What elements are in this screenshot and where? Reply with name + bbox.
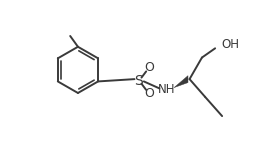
- Text: NH: NH: [158, 83, 175, 96]
- Polygon shape: [174, 76, 188, 88]
- Text: S: S: [134, 74, 143, 88]
- Text: O: O: [144, 61, 154, 74]
- Text: OH: OH: [221, 38, 239, 51]
- Text: O: O: [144, 87, 154, 100]
